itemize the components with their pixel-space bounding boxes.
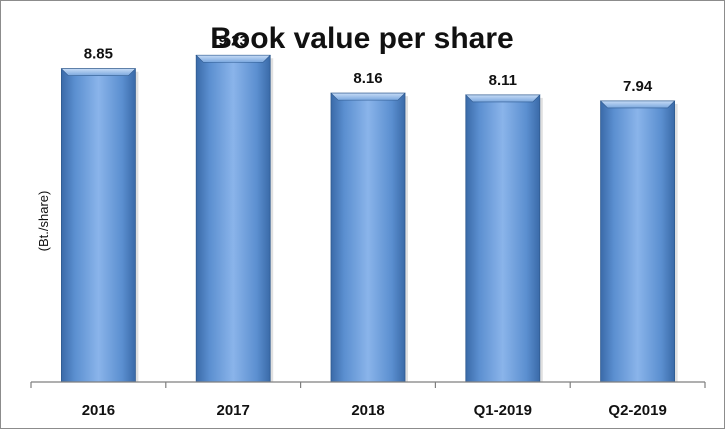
bar-bevel [465,94,541,103]
bars-group: 8.85 9.23 8.16 8.11 7.94 [60,32,678,383]
bar [599,100,678,383]
bar-body [465,94,541,383]
data-label: 9.23 [219,32,248,49]
bar [60,68,139,383]
bar-body [61,68,136,383]
x-tick-label: 2016 [82,402,115,419]
x-tick-label: Q1-2019 [474,402,532,419]
x-tick-label: 2017 [217,402,250,419]
bar-body [330,92,406,383]
bar-bevel [330,92,406,101]
chart-title: Book value per share [210,22,513,55]
bar-body [600,100,675,383]
bar-bevel [60,68,137,77]
bar [465,94,543,383]
x-tick-label: Q2-2019 [608,402,666,419]
bar-body [195,54,271,383]
bar-bevel [599,100,676,109]
data-label: 7.94 [623,78,653,95]
bar [195,54,274,383]
data-label: 8.85 [84,46,113,63]
data-label: 8.11 [489,72,517,89]
x-tick-label: 2018 [351,402,384,419]
bar [330,92,408,383]
data-label: 8.16 [353,70,382,87]
x-axis-ticks [30,382,706,388]
bar-bevel [195,54,271,63]
x-axis-labels: 2016 2017 2018 Q1-2019 Q2-2019 [82,402,667,419]
y-axis-label: (Bt./share) [36,191,51,252]
